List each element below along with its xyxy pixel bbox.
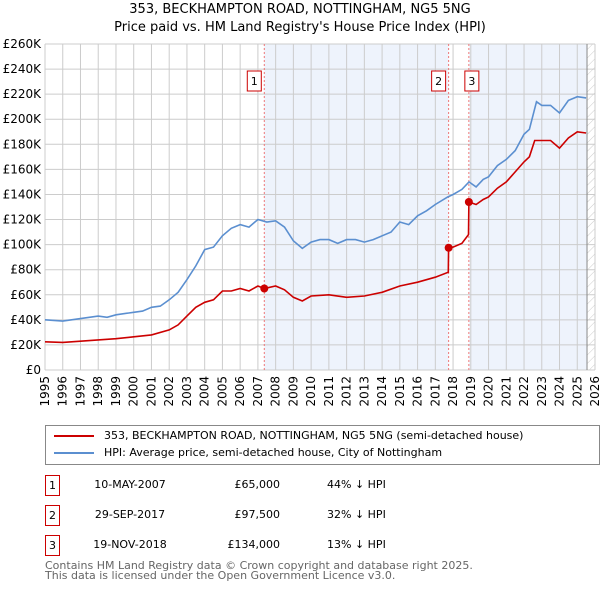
y-tick-label: £60K [10, 288, 42, 302]
x-tick-label: 1996 [56, 376, 70, 407]
x-tick-label: 2020 [482, 376, 496, 407]
y-tick-label: £120K [3, 213, 43, 227]
transaction-date: 19-NOV-2018 [93, 538, 167, 551]
price-chart: £0 £20K £40K £60K £80K £100K £120K £140K £160K £1… [3, 37, 600, 407]
footer-attribution: Contains HM Land Registry data © Crown c… [45, 559, 473, 582]
x-tick-label: 2019 [464, 376, 478, 407]
legend-label: HPI: Average price, semi-detached house,… [104, 446, 443, 459]
x-tick-label: 2003 [180, 376, 194, 407]
x-tick-label: 1995 [38, 376, 52, 407]
x-tick-label: 2006 [233, 376, 247, 407]
footer-line: This data is licensed under the Open Gov… [45, 569, 396, 582]
x-tick-label: 2014 [375, 376, 389, 407]
shaded-period [468, 44, 588, 370]
y-tick-label: £260K [3, 37, 43, 51]
x-tick-label: 2008 [269, 376, 283, 407]
x-tick-label: 2001 [144, 376, 158, 407]
sale-label-box [464, 70, 480, 92]
y-tick-label: £140K [3, 187, 43, 201]
price-paid-series-line [44, 130, 587, 344]
x-tick-label: 2015 [393, 376, 407, 407]
footer-line: Contains HM Land Registry data © Crown c… [45, 559, 473, 572]
x-tick-label: 2005 [215, 376, 229, 407]
sale-label: 1 [251, 75, 258, 88]
x-tick-label: 2007 [251, 376, 265, 407]
sale-point [464, 197, 473, 206]
x-tick-label: 2004 [198, 376, 212, 407]
sale-label: 2 [435, 75, 442, 88]
forecast-hatch-area [587, 44, 595, 370]
x-tick-label: 2026 [588, 376, 600, 407]
y-tick-label: £220K [3, 87, 43, 101]
transaction-hpi-diff: 32% ↓ HPI [327, 508, 386, 521]
x-tick-label: 2009 [286, 376, 300, 407]
x-tick-label: 2021 [499, 376, 513, 407]
sale-point [260, 284, 269, 293]
x-tick-label: 1999 [109, 376, 123, 407]
transaction-date: 29-SEP-2017 [94, 508, 166, 521]
x-tick-label: 2018 [446, 376, 460, 407]
chart-subtitle: Price paid vs. HM Land Registry's House … [114, 20, 486, 35]
shaded-period [264, 44, 449, 370]
x-tick-label: 2011 [322, 376, 336, 407]
transaction-price: £65,000 [234, 478, 281, 491]
x-tick-label: 2023 [535, 376, 549, 407]
sale-label-box [431, 70, 447, 92]
y-tick-label: £0 [26, 363, 41, 377]
y-tick-label: £40K [10, 313, 42, 327]
transaction-price: £134,000 [227, 538, 281, 551]
legend-label: 353, BECKHAMPTON ROAD, NOTTINGHAM, NG5 5… [104, 429, 524, 442]
x-tick-label: 1998 [91, 376, 105, 407]
y-tick-label: £160K [3, 162, 43, 176]
sale-label: 3 [468, 75, 475, 88]
transaction-hpi-diff: 44% ↓ HPI [327, 478, 386, 491]
legend-item-hpi: HPI: Average price, semi-detached house,… [54, 446, 442, 459]
y-tick-label: £240K [3, 62, 43, 76]
x-tick-label: 2016 [411, 376, 425, 407]
legend-item-price-paid: 353, BECKHAMPTON ROAD, NOTTINGHAM, NG5 5… [54, 429, 523, 442]
x-tick-label: 2022 [517, 376, 531, 407]
x-tick-label: 2012 [340, 376, 354, 407]
transaction-number-badge: 1 [45, 475, 60, 496]
chart-legend: 353, BECKHAMPTON ROAD, NOTTINGHAM, NG5 5… [45, 425, 600, 465]
transaction-price: £97,500 [234, 508, 281, 521]
y-tick-label: £100K [3, 238, 43, 252]
sale-point [444, 243, 453, 252]
hpi-series-line [44, 95, 587, 322]
x-tick-label: 1997 [73, 376, 87, 407]
transaction-row: 1 10-MAY-2007 £65,000 44% ↓ HPI [45, 475, 445, 496]
legend-swatch-red-line [54, 434, 94, 437]
x-tick-label: 2013 [357, 376, 371, 407]
transaction-row: 2 29-SEP-2017 £97,500 32% ↓ HPI [45, 505, 445, 526]
transaction-date: 10-MAY-2007 [94, 478, 166, 491]
y-tick-label: £80K [10, 263, 42, 277]
transaction-number-badge: 3 [45, 535, 60, 556]
x-tick-label: 2025 [570, 376, 584, 407]
transaction-number-badge: 2 [45, 505, 60, 526]
y-tick-label: £180K [3, 137, 43, 151]
y-tick-label: £20K [10, 338, 42, 352]
x-tick-label: 2000 [127, 376, 141, 407]
chart-title: 353, BECKHAMPTON ROAD, NOTTINGHAM, NG5 5… [129, 2, 471, 17]
y-tick-label: £200K [3, 112, 43, 126]
legend-swatch-blue-line [54, 451, 94, 454]
x-tick-label: 2024 [553, 376, 567, 407]
x-tick-label: 2002 [162, 376, 176, 407]
x-tick-label: 2010 [304, 376, 318, 407]
transaction-hpi-diff: 13% ↓ HPI [327, 538, 386, 551]
transaction-row: 3 19-NOV-2018 £134,000 13% ↓ HPI [45, 535, 445, 556]
sale-label-box [246, 70, 262, 92]
x-tick-label: 2017 [428, 376, 442, 407]
